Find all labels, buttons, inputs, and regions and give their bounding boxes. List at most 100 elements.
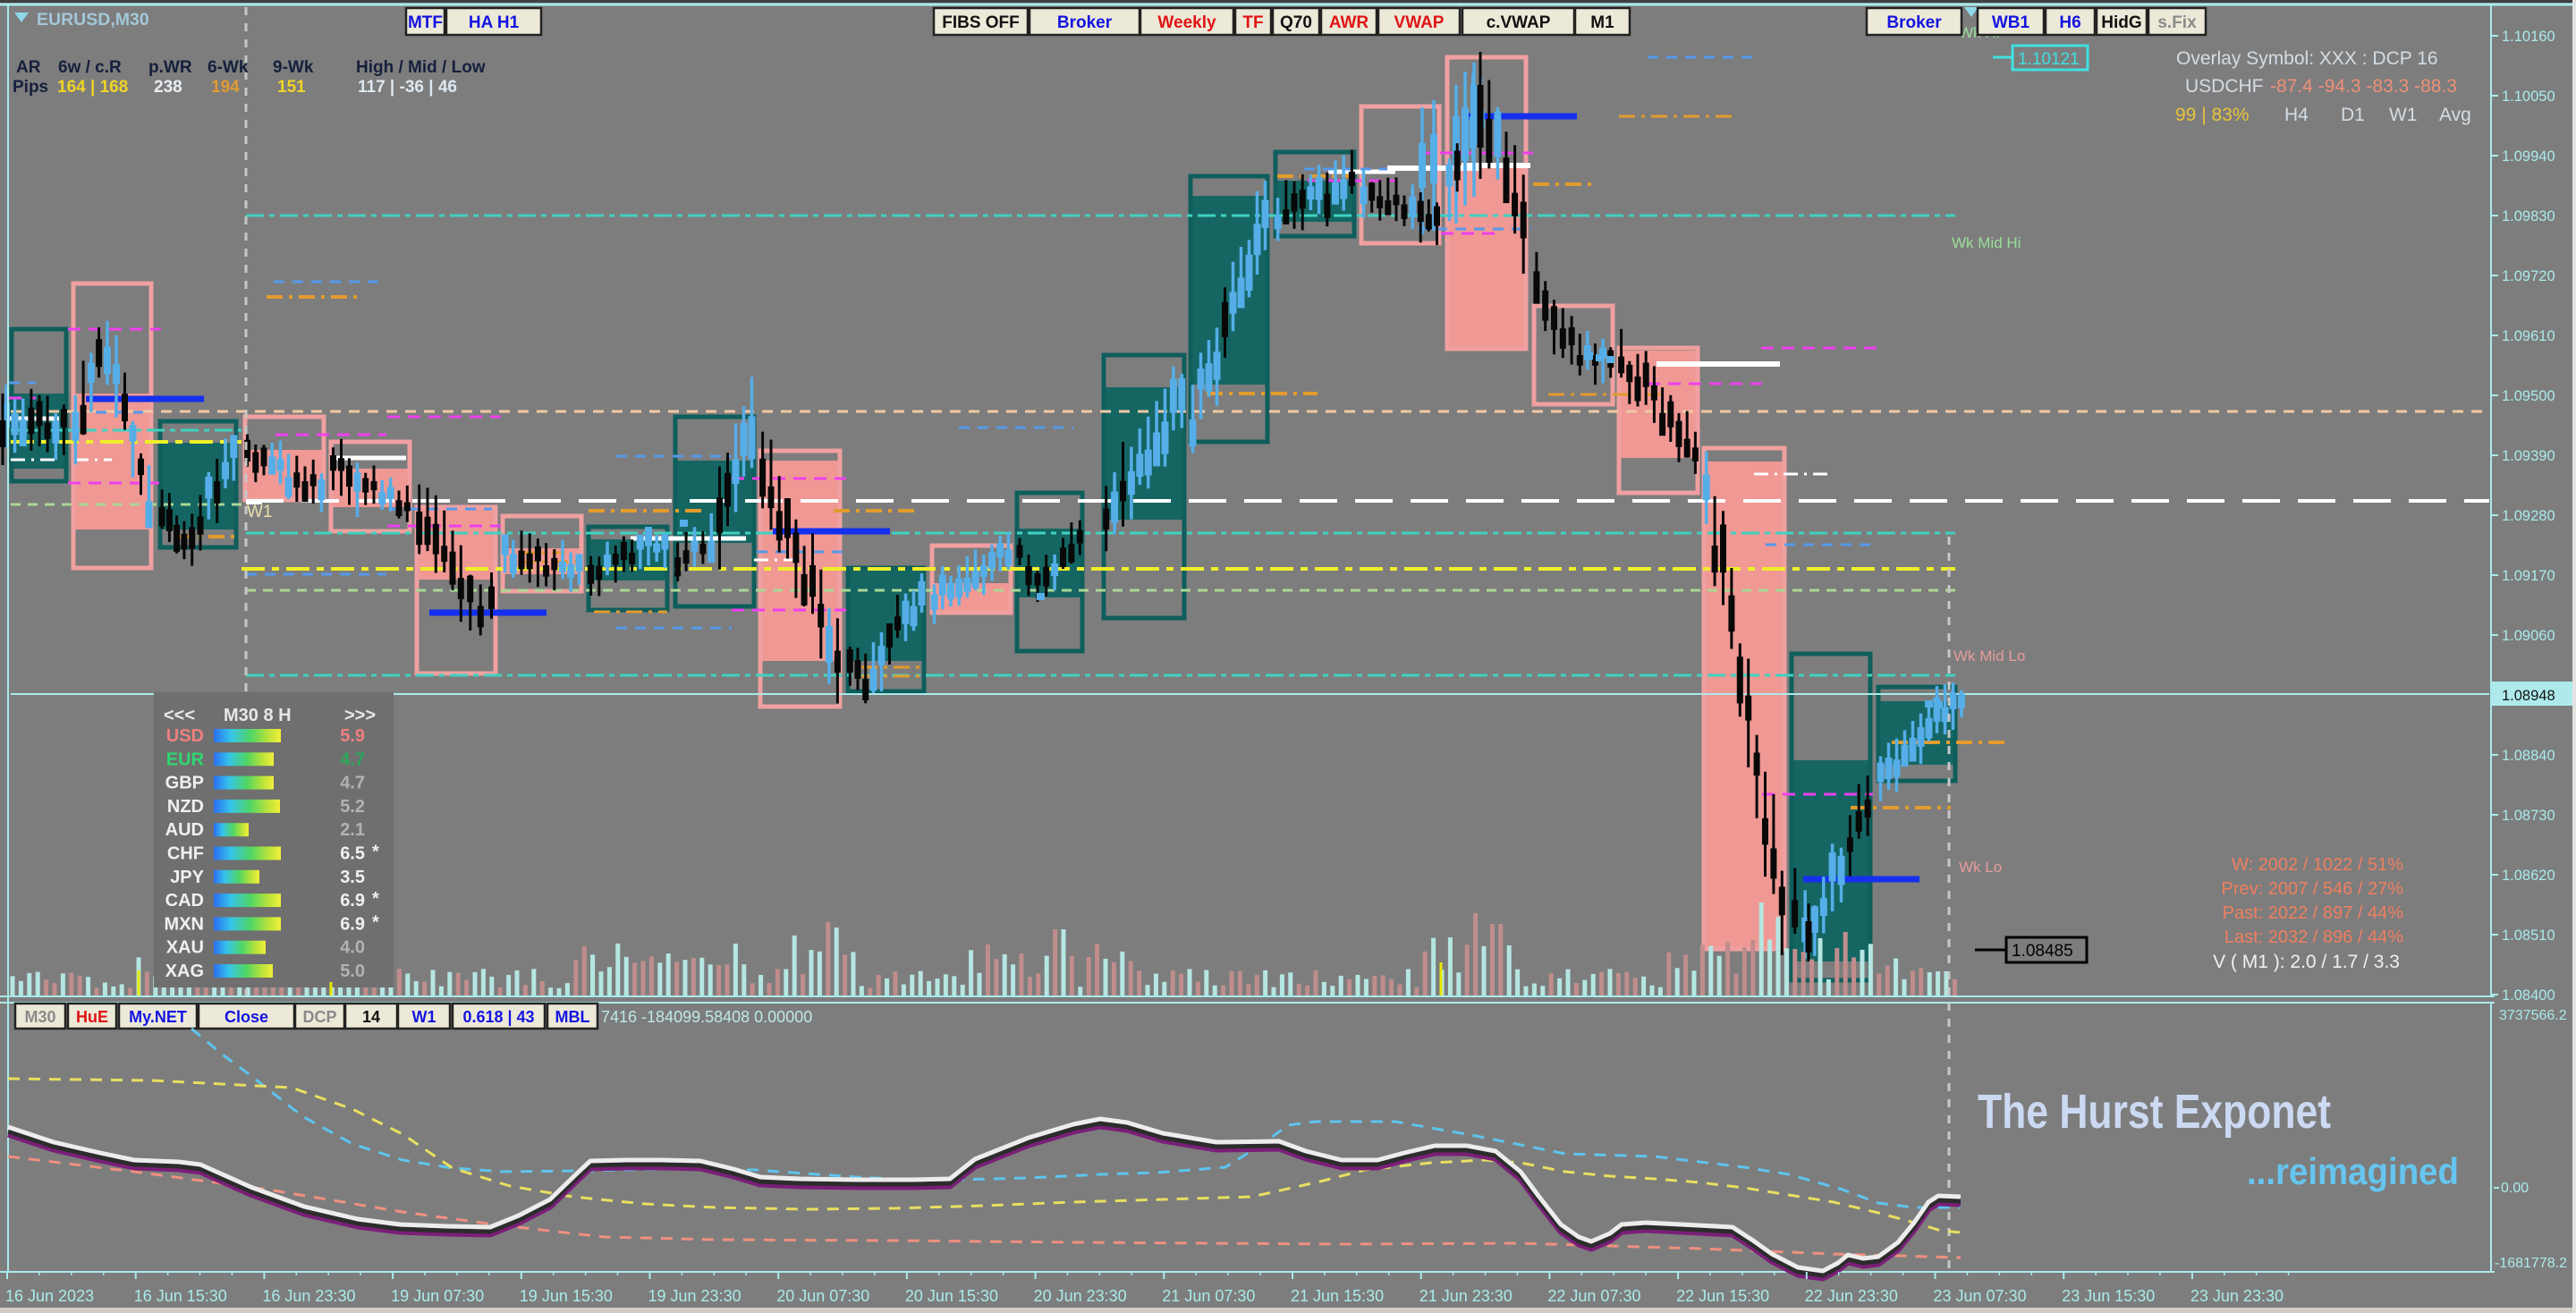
svg-text:1.08948: 1.08948: [2502, 688, 2555, 704]
svg-text:FIBS OFF: FIBS OFF: [942, 13, 1020, 32]
svg-text:1.08730: 1.08730: [2502, 808, 2555, 824]
svg-text:9-Wk: 9-Wk: [273, 58, 314, 77]
svg-text:1.08840: 1.08840: [2502, 748, 2555, 764]
svg-text:The Hurst Exponet: The Hurst Exponet: [1978, 1085, 2331, 1139]
svg-text:14: 14: [362, 1008, 380, 1026]
svg-text:VWAP: VWAP: [1394, 13, 1445, 32]
svg-text:...reimagined: ...reimagined: [2247, 1150, 2459, 1192]
svg-text:HA H1: HA H1: [469, 13, 520, 32]
svg-text:NZD: NZD: [167, 797, 204, 817]
svg-text:XAG: XAG: [165, 961, 204, 981]
svg-text:-87.4 -94.3 -83.3 -88.3: -87.4 -94.3 -83.3 -88.3: [2270, 76, 2457, 97]
svg-text:16 Jun 23:30: 16 Jun 23:30: [262, 1287, 355, 1305]
svg-text:16 Jun 2023: 16 Jun 2023: [5, 1287, 94, 1305]
svg-text:W: 2002 / 1022 / 51%: W: 2002 / 1022 / 51%: [2232, 855, 2403, 875]
svg-text:1.09500: 1.09500: [2502, 388, 2555, 404]
svg-text:*: *: [372, 843, 379, 862]
svg-text:Avg: Avg: [2439, 105, 2471, 125]
svg-text:D1: D1: [2341, 105, 2365, 125]
svg-text:M30 8 H: M30 8 H: [224, 706, 292, 725]
svg-text:Close: Close: [225, 1008, 268, 1026]
svg-text:AR: AR: [16, 58, 41, 77]
svg-text:W1: W1: [412, 1008, 436, 1026]
svg-text:Broker: Broker: [1886, 13, 1942, 32]
svg-text:1.08485: 1.08485: [2012, 942, 2073, 961]
svg-text:20 Jun 07:30: 20 Jun 07:30: [776, 1287, 869, 1305]
svg-text:Last: 2032 / 896 / 44%: Last: 2032 / 896 / 44%: [2224, 928, 2403, 947]
svg-text:21 Jun 07:30: 21 Jun 07:30: [1162, 1287, 1255, 1305]
svg-text:M30: M30: [24, 1008, 55, 1026]
svg-text:H6: H6: [2059, 13, 2080, 32]
svg-text:MTF: MTF: [408, 13, 443, 32]
svg-text:GBP: GBP: [165, 774, 204, 793]
svg-text:JPY: JPY: [170, 868, 204, 887]
svg-text:1.10121: 1.10121: [2018, 50, 2080, 69]
svg-text:22 Jun 23:30: 22 Jun 23:30: [1805, 1287, 1898, 1305]
svg-text:Wk Mid Lo: Wk Mid Lo: [1953, 648, 2025, 665]
svg-text:1.09280: 1.09280: [2502, 508, 2555, 524]
svg-text:MXN: MXN: [165, 914, 204, 934]
svg-text:1.09610: 1.09610: [2502, 328, 2555, 344]
svg-text:117 | -36 | 46: 117 | -36 | 46: [358, 78, 457, 97]
svg-text:19 Jun 15:30: 19 Jun 15:30: [520, 1287, 613, 1305]
svg-text:Prev: 2007 / 546 / 27%: Prev: 2007 / 546 / 27%: [2222, 879, 2404, 899]
svg-text:3737566.2: 3737566.2: [2499, 1008, 2567, 1023]
svg-text:1.09830: 1.09830: [2502, 208, 2555, 224]
svg-text:99 | 83%: 99 | 83%: [2175, 105, 2250, 125]
svg-text:My.NET: My.NET: [129, 1008, 187, 1026]
svg-text:XAU: XAU: [166, 938, 204, 958]
svg-text:238: 238: [154, 78, 182, 97]
svg-text:Broker: Broker: [1057, 13, 1113, 32]
svg-text:WB1: WB1: [1992, 13, 2030, 32]
svg-text:s.Fix: s.Fix: [2157, 13, 2197, 32]
svg-text:6.9: 6.9: [340, 891, 365, 911]
svg-text:CAD: CAD: [165, 891, 204, 911]
svg-text:164 | 168: 164 | 168: [57, 78, 128, 97]
svg-text:5.0: 5.0: [340, 961, 365, 981]
svg-text:Overlay Symbol: XXX : DCP 16: Overlay Symbol: XXX : DCP 16: [2176, 48, 2438, 69]
svg-text:21 Jun 23:30: 21 Jun 23:30: [1419, 1287, 1513, 1305]
svg-text:>>>: >>>: [344, 706, 376, 725]
svg-text:4.7: 4.7: [340, 750, 365, 769]
svg-text:Wk Mid Hi: Wk Mid Hi: [1952, 234, 2021, 251]
svg-text:<<<: <<<: [164, 706, 195, 725]
svg-text:-1681778.2: -1681778.2: [2495, 1256, 2567, 1271]
svg-text:c.VWAP: c.VWAP: [1487, 13, 1551, 32]
svg-text:USD: USD: [166, 726, 204, 746]
svg-text:1.08400: 1.08400: [2502, 987, 2555, 1004]
svg-text:1.10050: 1.10050: [2502, 89, 2555, 105]
svg-text:4.0: 4.0: [340, 938, 365, 958]
svg-text:Q70: Q70: [1280, 13, 1312, 32]
svg-text:1.09940: 1.09940: [2502, 148, 2555, 165]
svg-text:1.09060: 1.09060: [2502, 628, 2555, 644]
svg-text:AUD: AUD: [165, 820, 204, 840]
svg-text:CHF: CHF: [167, 844, 204, 864]
svg-text:22 Jun 15:30: 22 Jun 15:30: [1676, 1287, 1769, 1305]
svg-text:High / Mid / Low: High / Mid / Low: [356, 58, 486, 77]
svg-text:TF: TF: [1242, 13, 1263, 32]
svg-text:6-Wk: 6-Wk: [208, 58, 249, 77]
svg-text:MBL: MBL: [555, 1008, 590, 1026]
svg-text:DCP: DCP: [302, 1008, 336, 1026]
svg-text:20 Jun 23:30: 20 Jun 23:30: [1034, 1287, 1127, 1305]
svg-text:Weekly: Weekly: [1157, 13, 1216, 32]
svg-text:22 Jun 07:30: 22 Jun 07:30: [1547, 1287, 1640, 1305]
svg-text:*: *: [372, 912, 379, 932]
svg-text:0.00: 0.00: [2501, 1181, 2529, 1196]
svg-text:1.09720: 1.09720: [2502, 268, 2555, 284]
svg-text:5.2: 5.2: [340, 797, 365, 817]
svg-text:1.10160: 1.10160: [2502, 29, 2555, 45]
svg-text:1.08620: 1.08620: [2502, 868, 2555, 884]
svg-text:23 Jun 15:30: 23 Jun 15:30: [2062, 1287, 2155, 1305]
svg-text:6.5: 6.5: [340, 844, 365, 864]
svg-text:HuE: HuE: [76, 1008, 108, 1026]
svg-text:4.7: 4.7: [340, 774, 365, 793]
svg-text:V ( M1 ): 2.0 / 1.7 / 3.3: V ( M1 ): 2.0 / 1.7 / 3.3: [2213, 952, 2400, 972]
svg-text:23 Jun 07:30: 23 Jun 07:30: [1934, 1287, 2027, 1305]
svg-text:194: 194: [211, 78, 240, 97]
svg-text:6w / c.R: 6w / c.R: [58, 58, 122, 77]
svg-text:USDCHF: USDCHF: [2185, 76, 2264, 97]
svg-text:151: 151: [277, 78, 306, 97]
svg-text:1.09170: 1.09170: [2502, 568, 2555, 584]
svg-text:Pips: Pips: [13, 78, 48, 97]
